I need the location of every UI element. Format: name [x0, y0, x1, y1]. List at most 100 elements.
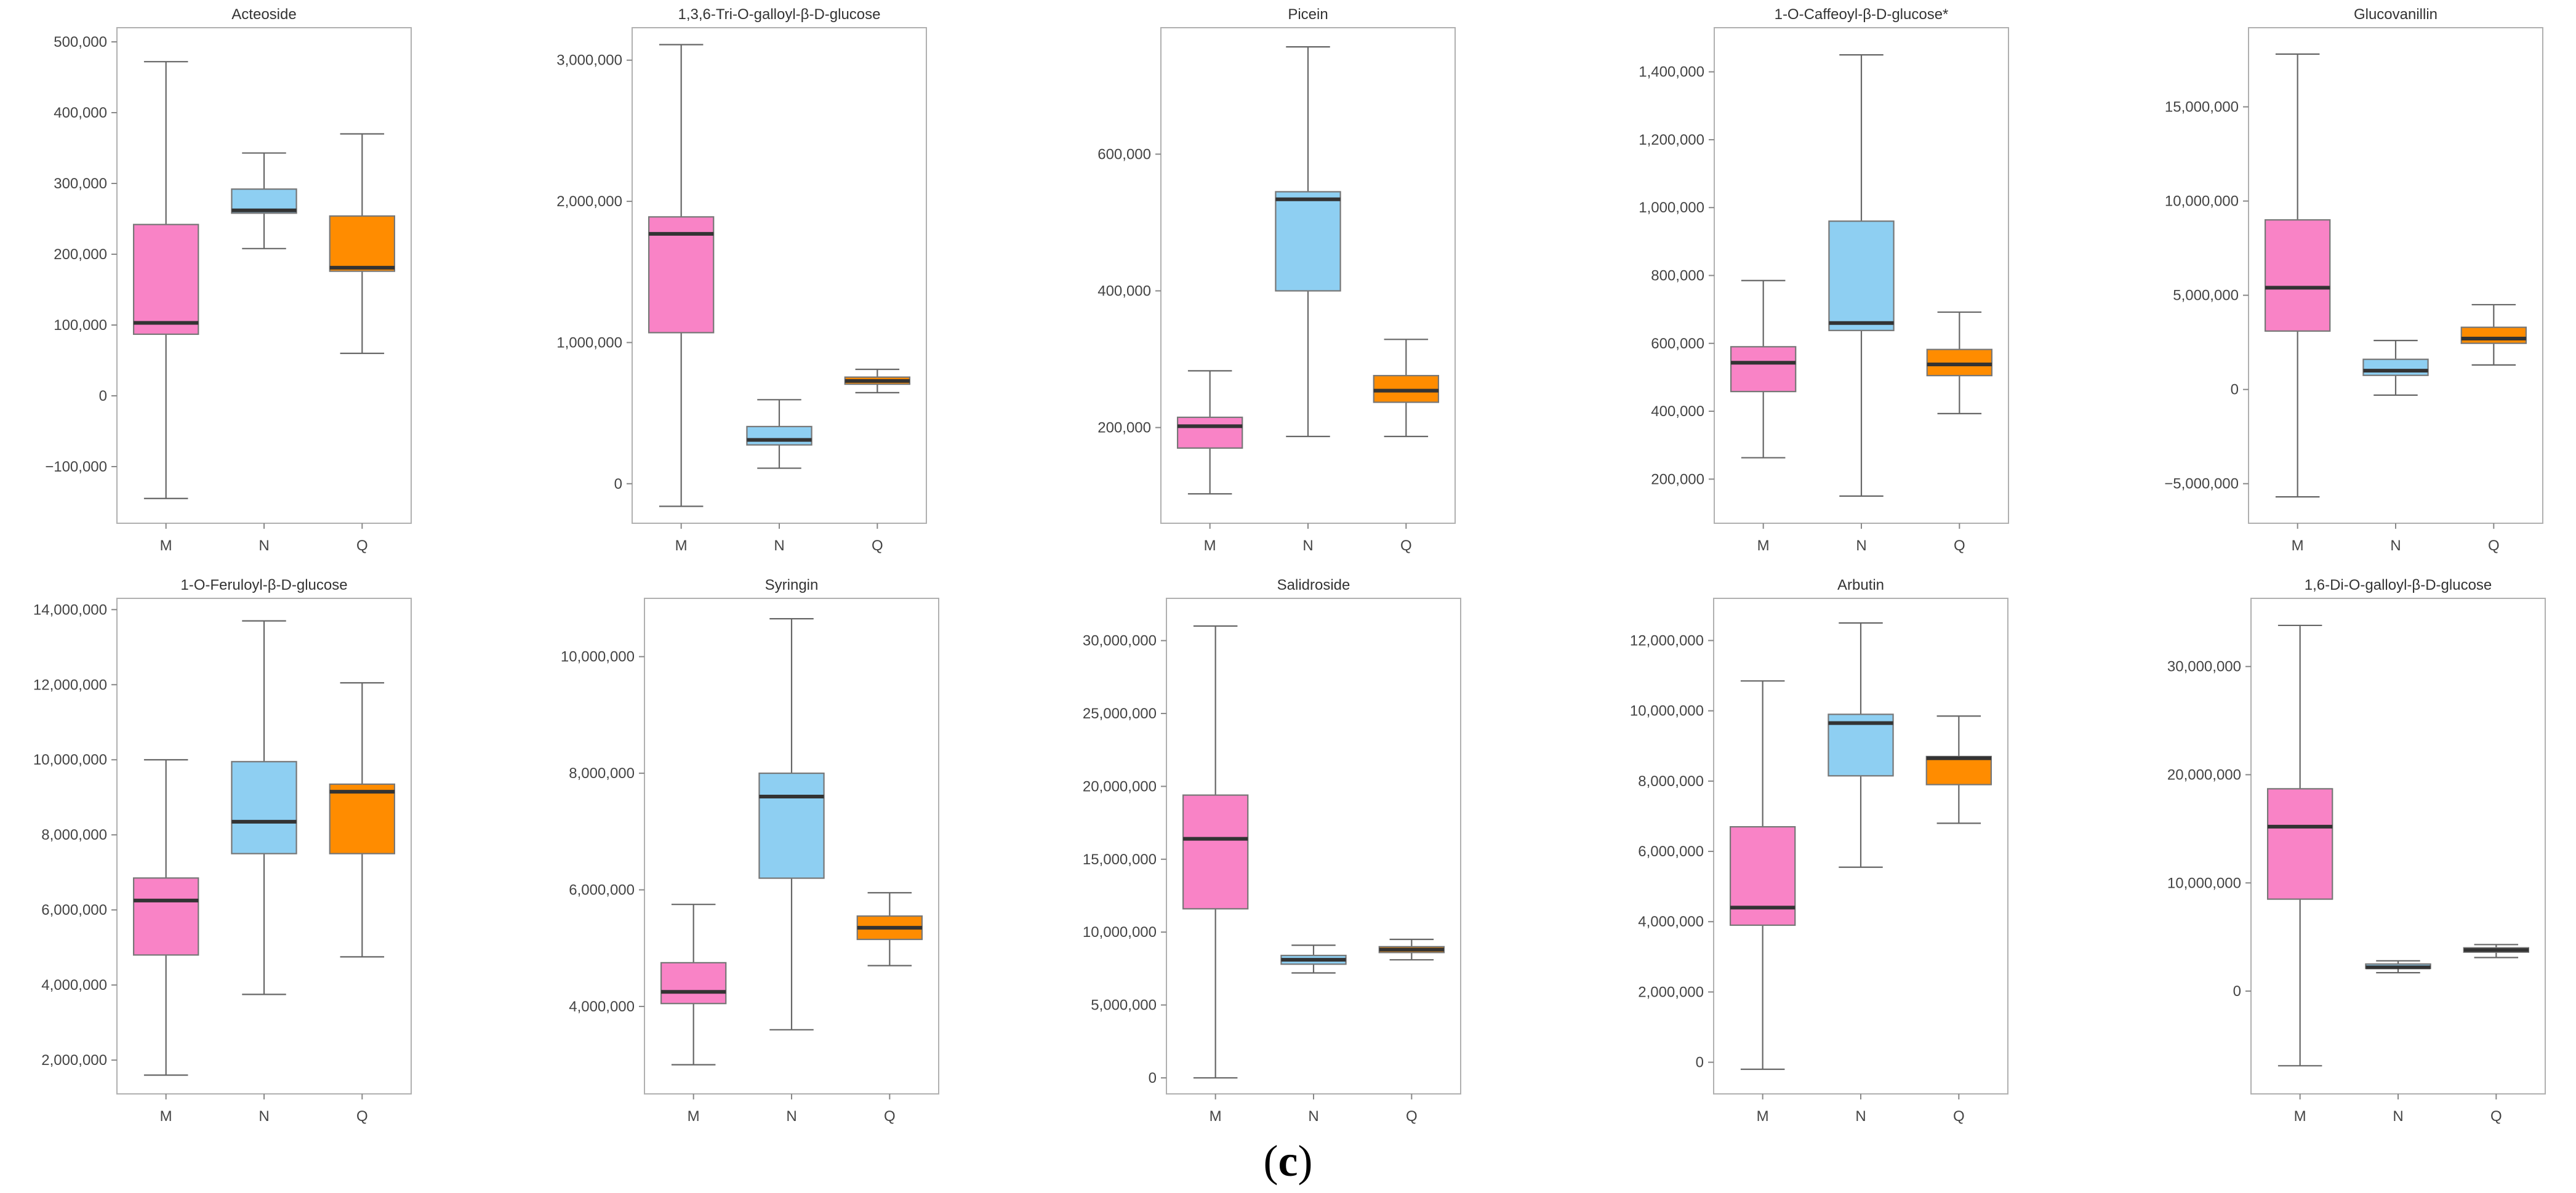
y-tick-label: 8,000,000 — [41, 827, 107, 843]
panel-title: Arbutin — [1837, 577, 1884, 593]
x-category-label: N — [1308, 1108, 1318, 1125]
box-m — [132, 759, 199, 1076]
y-tick-label: 0 — [614, 476, 622, 492]
y-tick-label: 1,000,000 — [556, 334, 622, 351]
x-category-label: N — [1302, 537, 1313, 554]
box-m — [1182, 625, 1249, 1079]
y-tick-label: 2,000,000 — [1638, 984, 1704, 1000]
x-category-label: Q — [2490, 1108, 2502, 1125]
x-category-label: Q — [2488, 537, 2500, 554]
box-m — [1176, 370, 1243, 495]
chart-panel-8: Salidroside 0 5,000,000 10,000,000 15,000,00… — [1083, 577, 1461, 1125]
chart-panel-5: Glucovanillin −5,000,000 0 5,000,000 10,000,… — [2164, 6, 2543, 554]
x-category-label: N — [2390, 537, 2401, 554]
y-tick-label: −100,000 — [45, 459, 107, 475]
x-category-label: Q — [1954, 537, 1965, 554]
box-q — [844, 368, 911, 393]
panel-title: 1-O-Caffeoyl-β-D-glucose* — [1775, 6, 1949, 23]
box-m — [132, 61, 199, 499]
y-tick-label: 10,000,000 — [1083, 924, 1157, 941]
iqr-box — [2460, 326, 2527, 344]
box-q — [2460, 303, 2527, 366]
x-category-label: M — [160, 537, 172, 554]
y-tick-label: 20,000,000 — [2167, 766, 2241, 783]
panel-title: 1,3,6-Tri-O-galloyl-β-D-glucose — [678, 6, 881, 23]
x-category-label: M — [1210, 1108, 1222, 1125]
iqr-box — [2264, 219, 2331, 332]
box-q — [1926, 311, 1993, 415]
box-q — [1378, 938, 1445, 961]
x-category-label: N — [786, 1108, 796, 1125]
caption-letter: c — [1278, 1136, 1298, 1186]
y-tick-label: 14,000,000 — [33, 601, 107, 618]
y-tick-label: 20,000,000 — [1083, 778, 1157, 795]
y-tick-label: 300,000 — [54, 175, 107, 192]
y-tick-label: 1,200,000 — [1639, 132, 1704, 148]
y-tick-label: 3,000,000 — [556, 52, 622, 69]
y-tick-label: 30,000,000 — [1083, 633, 1157, 649]
x-category-label: M — [1757, 1108, 1769, 1125]
box-n — [1275, 46, 1341, 438]
panel-title: Picein — [1288, 6, 1328, 23]
x-category-label: M — [675, 537, 688, 554]
y-tick-label: 5,000,000 — [2173, 287, 2239, 304]
x-category-label: N — [259, 1108, 269, 1125]
box-m — [1730, 279, 1797, 459]
y-tick-label: 4,000,000 — [41, 977, 107, 994]
x-category-label: M — [2292, 537, 2304, 554]
box-n — [231, 620, 297, 995]
iqr-box — [1925, 755, 1992, 785]
box-m — [2266, 624, 2333, 1067]
box-n — [231, 152, 297, 249]
y-tick-label: 100,000 — [54, 317, 107, 334]
iqr-box — [1275, 191, 1341, 292]
iqr-box — [758, 773, 825, 879]
x-category-label: M — [688, 1108, 700, 1125]
box-n — [1280, 944, 1347, 974]
iqr-box — [329, 783, 396, 854]
x-category-label: Q — [356, 537, 368, 554]
x-category-label: N — [1856, 537, 1866, 554]
panel-title: Salidroside — [1277, 577, 1350, 593]
y-tick-label: 8,000,000 — [1638, 773, 1704, 790]
iqr-box — [2362, 358, 2429, 376]
chart-panel-2: 1,3,6-Tri-O-galloyl-β-D-glucose 0 1,000,00… — [556, 6, 927, 554]
y-tick-label: 200,000 — [1651, 471, 1704, 488]
y-tick-label: 15,000,000 — [1083, 851, 1157, 868]
box-q — [1373, 339, 1440, 438]
y-tick-label: 0 — [2233, 983, 2241, 1000]
y-tick-label: 200,000 — [1097, 420, 1151, 436]
y-tick-label: 0 — [99, 388, 107, 404]
iqr-box — [1730, 346, 1797, 393]
caption-close-paren: ) — [1298, 1136, 1313, 1186]
box-n — [746, 399, 813, 469]
chart-panel-1: Acteoside −100,000 0 100,000 200,000 300,000 4… — [45, 6, 412, 554]
y-tick-label: 600,000 — [1651, 335, 1704, 352]
box-n — [758, 618, 825, 1030]
x-category-label: N — [1855, 1108, 1866, 1125]
y-tick-label: 1,400,000 — [1639, 64, 1704, 81]
caption-open-paren: ( — [1263, 1136, 1278, 1186]
iqr-box — [648, 216, 715, 334]
y-tick-label: 15,000,000 — [2165, 99, 2239, 116]
y-tick-label: 400,000 — [54, 105, 107, 121]
panel-title: 1-O-Feruloyl-β-D-glucose — [180, 577, 347, 593]
y-tick-label: 6,000,000 — [569, 882, 635, 899]
y-tick-label: 1,000,000 — [1639, 199, 1704, 216]
chart-panel-7: Syringin 4,000,000 6,000,000 8,000,000 10,00… — [561, 577, 939, 1125]
chart-panel-9: Arbutin 0 2,000,000 4,000,000 6,000,000 8,000… — [1630, 577, 2008, 1125]
box-m — [660, 904, 727, 1066]
box-q — [329, 133, 396, 355]
iqr-box — [660, 962, 727, 1005]
box-n — [2365, 960, 2431, 974]
y-tick-label: 2,000,000 — [41, 1052, 107, 1069]
iqr-box — [132, 877, 199, 956]
y-tick-label: 800,000 — [1651, 268, 1704, 284]
chart-panel-3: Picein 200,000 400,000 600,000 M N Q — [1097, 6, 1456, 554]
y-tick-label: 400,000 — [1651, 403, 1704, 420]
y-tick-label: 25,000,000 — [1083, 705, 1157, 722]
box-q — [329, 682, 396, 958]
chart-panel-10: 1,6-Di-O-galloyl-β-D-glucose 0 10,000,000 2… — [2167, 577, 2546, 1125]
iqr-box — [1828, 220, 1895, 331]
